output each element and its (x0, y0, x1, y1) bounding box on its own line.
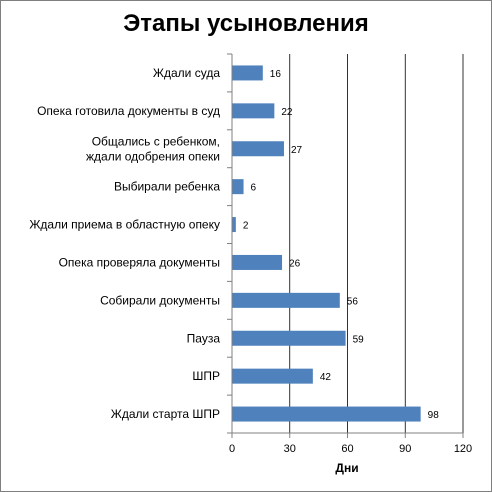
data-label: 16 (270, 69, 282, 80)
category-label: Ждали суда (153, 66, 220, 80)
data-label: 42 (320, 372, 332, 383)
bar (232, 141, 284, 157)
data-label: 22 (281, 107, 293, 118)
data-label: 56 (347, 296, 359, 307)
bar (232, 179, 244, 195)
category-labels: Ждали суда Опека готовила документы в суд… (29, 66, 220, 421)
category-label: Собирали документы (100, 293, 220, 307)
bar (232, 406, 421, 422)
x-tick-label: 120 (454, 443, 472, 455)
bar (232, 217, 236, 233)
axes (227, 53, 464, 438)
data-label: 26 (289, 258, 301, 269)
x-tick-label: 90 (399, 443, 411, 455)
tick-labels: 0 30 60 90 120 (229, 443, 472, 455)
category-label: Ждали приема в областную опеку (29, 218, 220, 232)
data-label: 2 (243, 221, 249, 232)
data-label: 6 (251, 183, 257, 194)
category-label: Опека готовила документы в суд (37, 104, 220, 118)
category-label: Ждали старта ШПР (111, 407, 220, 421)
category-label: Выбирали ребенка (114, 180, 220, 194)
x-tick-label: 0 (229, 443, 235, 455)
bar (232, 292, 340, 308)
category-label: ШПР (192, 369, 220, 383)
category-label: Общались с ребенком, (92, 134, 220, 148)
data-label: 27 (291, 145, 303, 156)
category-label: Опека проверяла документы (59, 255, 220, 269)
x-tick-label: 60 (341, 443, 353, 455)
bars (232, 65, 421, 422)
data-labels: 16 22 27 6 2 26 56 59 42 98 (243, 69, 439, 421)
bar (232, 103, 275, 119)
category-label: Пауза (187, 331, 221, 345)
category-label: ждали одобрения опеки (86, 149, 220, 163)
bar (232, 65, 263, 81)
bar (232, 368, 313, 384)
bar (232, 254, 283, 270)
x-axis-label: Дни (335, 461, 358, 475)
data-label: 98 (428, 410, 440, 421)
grid-lines (289, 54, 464, 433)
data-label: 59 (353, 334, 365, 345)
chart-title: Этапы усыновления (123, 10, 369, 37)
bar (232, 330, 346, 346)
x-tick-label: 30 (284, 443, 296, 455)
